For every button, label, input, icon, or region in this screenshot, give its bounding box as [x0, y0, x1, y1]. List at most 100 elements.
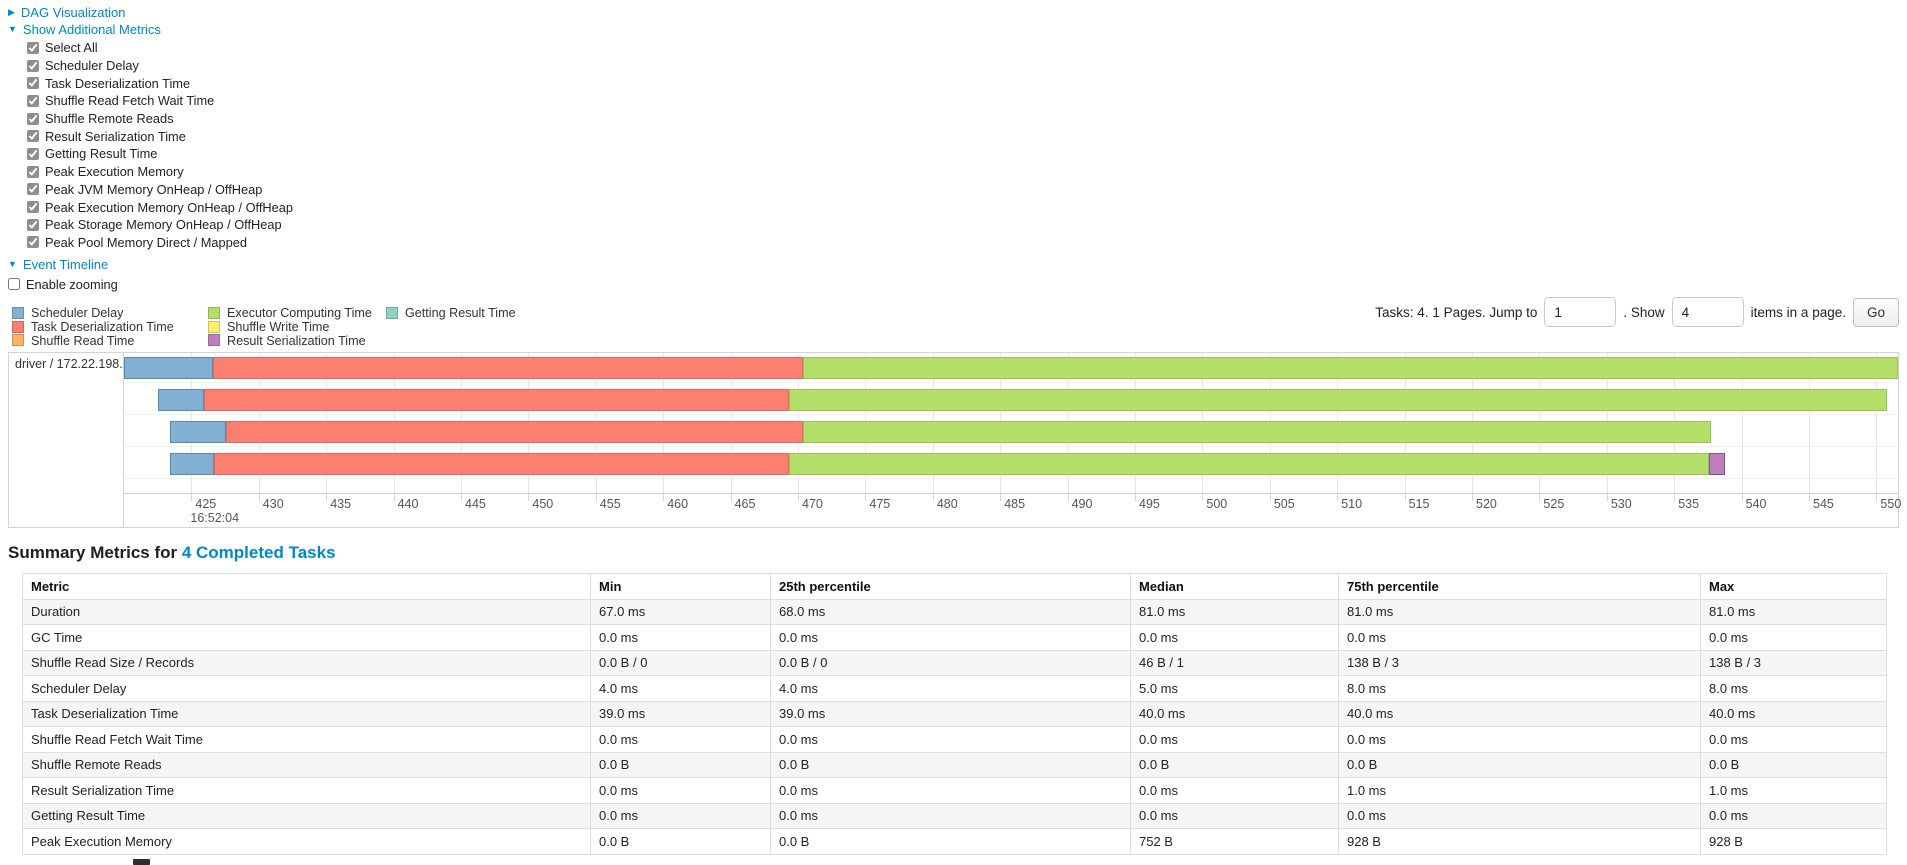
metric-value-cell: 0.0 B [1700, 751, 1887, 778]
metric-value-cell: 0.0 ms [590, 777, 771, 804]
metric-checkbox-input[interactable] [27, 236, 39, 249]
axis-tick [191, 494, 193, 501]
go-button[interactable]: Go [1852, 297, 1899, 327]
metric-checkbox-result-serialization-time[interactable]: Result Serialization Time [27, 127, 293, 145]
metric-value-cell: 81.0 ms [1700, 598, 1887, 625]
metric-checkbox-peak-storage-memory-onheap-offheap[interactable]: Peak Storage Memory OnHeap / OffHeap [27, 216, 293, 234]
task-4-segment-task_deserialization[interactable] [214, 453, 789, 475]
metric-checkbox-input[interactable] [27, 218, 39, 231]
task-1-segment-scheduler_delay[interactable] [124, 357, 213, 379]
axis-tick-label: 525 [1543, 497, 1565, 511]
metric-checkbox-label: Getting Result Time [45, 146, 158, 162]
axis-tick [528, 494, 530, 501]
metric-checkbox-input[interactable] [27, 165, 39, 178]
metric-checkbox-shuffle-remote-reads[interactable]: Shuffle Remote Reads [27, 110, 293, 128]
legend-column: Getting Result Time [386, 306, 516, 347]
metric-name-cell: Shuffle Remote Reads [22, 751, 591, 778]
metric-value-cell: 0.0 B / 0 [590, 649, 771, 676]
enable-zooming-input[interactable] [8, 278, 20, 291]
legend-swatch-executor_computing [208, 306, 220, 319]
task-3-segment-task_deserialization[interactable] [226, 421, 804, 443]
task-2-segment-executor_computing[interactable] [788, 388, 1888, 411]
task-4-segment-executor_computing[interactable] [788, 453, 1710, 475]
metric-checkbox-label: Peak Storage Memory OnHeap / OffHeap [45, 217, 282, 233]
metric-checkbox-input[interactable] [27, 112, 39, 125]
metric-checkbox-peak-pool-memory-direct-mapped[interactable]: Peak Pool Memory Direct / Mapped [27, 234, 293, 252]
table-row: Peak Execution Memory 0.0 B 0.0 B 752 B 928 … [22, 828, 1887, 855]
pagination-mid-text: . Show [1623, 304, 1665, 320]
metric-name-cell: Duration [22, 598, 591, 625]
pagination-summary-text: Tasks: 4. 1 Pages. Jump to [1375, 304, 1538, 320]
legend-swatch-shuffle_read [12, 334, 24, 347]
metric-checkbox-getting-result-time[interactable]: Getting Result Time [27, 145, 293, 163]
dag-visualization-label: DAG Visualization [20, 5, 126, 20]
axis-tick-label: 445 [465, 497, 486, 511]
metric-value-cell: 0.0 B [590, 828, 771, 855]
metric-value-cell: 0.0 B [770, 828, 1131, 855]
task-3-segment-executor_computing[interactable] [803, 421, 1711, 443]
metric-value-cell: 40.0 ms [1338, 700, 1701, 727]
event-timeline-toggle[interactable]: ▼ Event Timeline [8, 257, 293, 272]
completed-tasks-link[interactable]: 4 Completed Tasks [181, 543, 336, 562]
metric-name-cell: Shuffle Read Size / Records [22, 649, 591, 676]
metric-checkbox-peak-execution-memory-onheap-offheap[interactable]: Peak Execution Memory OnHeap / OffHeap [27, 198, 293, 216]
stage-controls-panel: ▶ DAG Visualization ▼ Show Additional Me… [8, 5, 293, 293]
task-3-segment-scheduler_delay[interactable] [169, 421, 227, 443]
show-additional-metrics-toggle[interactable]: ▼ Show Additional Metrics [8, 22, 293, 37]
metric-checkbox-peak-execution-memory[interactable]: Peak Execution Memory [27, 163, 293, 181]
task-1-segment-task_deserialization[interactable] [212, 357, 804, 379]
metric-value-cell: 67.0 ms [590, 598, 771, 625]
axis-tick-label: 470 [802, 497, 823, 511]
metric-checkbox-input[interactable] [27, 77, 39, 90]
metric-checkbox-input[interactable] [27, 94, 39, 107]
metric-checkbox-input[interactable] [27, 147, 39, 160]
metric-name-cell: GC Time [22, 624, 591, 651]
enable-zooming-checkbox[interactable]: Enable zooming [8, 275, 293, 293]
executor-group-label: driver / 172.22.198.104 [15, 357, 144, 371]
metric-checkbox-input[interactable] [27, 41, 39, 54]
dag-visualization-toggle[interactable]: ▶ DAG Visualization [8, 5, 293, 20]
table-row: Shuffle Read Size / Records 0.0 B / 0 0.0 … [22, 649, 1887, 676]
table-row: Shuffle Read Fetch Wait Time 0.0 ms 0.0 ms… [22, 726, 1887, 753]
axis-tick [865, 494, 867, 501]
axis-tick [1202, 494, 1204, 501]
metric-checkbox-input[interactable] [27, 130, 39, 143]
task-4-segment-result_serialization[interactable] [1709, 453, 1726, 475]
task-4-segment-scheduler_delay[interactable] [169, 453, 215, 475]
axis-tick [1606, 494, 1608, 501]
task-1-segment-executor_computing[interactable] [803, 357, 1898, 379]
metric-checkbox-peak-jvm-memory-onheap-offheap[interactable]: Peak JVM Memory OnHeap / OffHeap [27, 181, 293, 199]
metric-checkbox-label: Peak Execution Memory OnHeap / OffHeap [45, 199, 294, 215]
legend-swatch-scheduler_delay [12, 306, 24, 319]
task-2-segment-scheduler_delay[interactable] [157, 388, 204, 411]
axis-tick [1472, 494, 1474, 501]
axis-tick-label: 475 [869, 497, 891, 511]
metric-value-cell: 1.0 ms [1700, 777, 1887, 804]
items-per-page-input[interactable] [1671, 297, 1744, 327]
axis-tick-label: 495 [1139, 497, 1160, 511]
metric-name-cell: Result Serialization Time [22, 777, 591, 804]
metric-value-cell: 8.0 ms [1700, 675, 1887, 702]
axis-tick [932, 494, 934, 501]
metric-value-cell: 68.0 ms [770, 598, 1131, 625]
metric-checkbox-input[interactable] [27, 59, 39, 72]
table-row: Task Deserialization Time 39.0 ms 39.0 ms 4… [22, 700, 1887, 727]
metric-checkbox-label: Shuffle Read Fetch Wait Time [45, 93, 215, 109]
jump-to-page-input[interactable] [1544, 297, 1617, 327]
metric-checkbox-scheduler-delay[interactable]: Scheduler Delay [27, 57, 293, 75]
metric-checkbox-shuffle-read-fetch-wait-time[interactable]: Shuffle Read Fetch Wait Time [27, 92, 293, 110]
task-2-segment-task_deserialization[interactable] [203, 388, 789, 411]
metric-checkbox-input[interactable] [27, 183, 39, 196]
metric-checkbox-input[interactable] [27, 201, 39, 214]
metric-checkbox-task-deserialization-time[interactable]: Task Deserialization Time [27, 74, 293, 92]
axis-tick [393, 494, 395, 501]
legend-swatch-result_serialization [208, 334, 220, 347]
axis-tick [663, 494, 665, 501]
metric-checkbox-select-all[interactable]: Select All [27, 39, 293, 57]
metric-value-cell: 0.0 ms [770, 624, 1131, 651]
metric-value-cell: 0.0 ms [1130, 777, 1339, 804]
axis-tick-label: 465 [734, 497, 756, 511]
axis-tick [1809, 494, 1811, 501]
metric-checkbox-label: Scheduler Delay [45, 58, 139, 74]
axis-tick-label: 540 [1745, 497, 1767, 511]
